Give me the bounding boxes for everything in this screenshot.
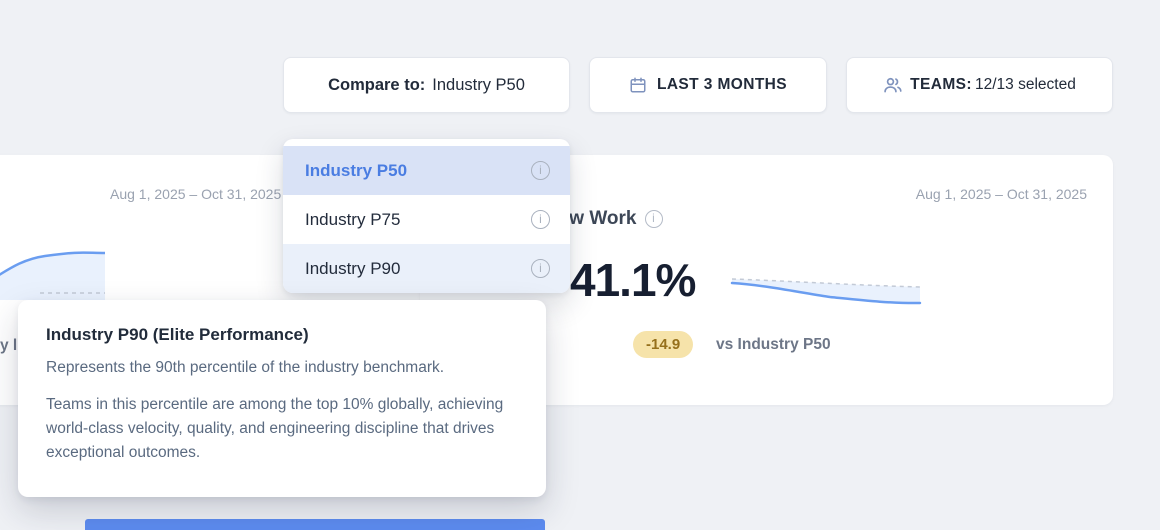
compare-to-value: Industry P50 <box>432 75 525 94</box>
info-icon[interactable]: i <box>531 161 550 180</box>
teams-icon <box>884 77 902 93</box>
sparkline-chart <box>730 278 922 305</box>
tooltip-title: Industry P90 (Elite Performance) <box>46 325 309 344</box>
date-range-label: Aug 1, 2025 – Oct 31, 2025 <box>110 186 282 202</box>
dropdown-item-label: Industry P50 <box>305 160 408 180</box>
metric-value: 41.1% <box>570 254 696 306</box>
dropdown-item-industry-p75[interactable]: Industry P75 i <box>283 195 570 244</box>
info-icon[interactable]: i <box>531 259 550 278</box>
dropdown-item-industry-p90[interactable]: Industry P90 i <box>283 244 570 293</box>
dropdown-item-label: Industry P75 <box>305 209 401 229</box>
compare-to-button[interactable]: Compare to: Industry P50 <box>283 57 570 113</box>
tooltip-subtitle: Represents the 90th percentile of the in… <box>46 359 445 376</box>
compare-to-label: Compare to: <box>328 75 426 94</box>
teams-value: 12/13 selected <box>974 76 1076 93</box>
info-icon[interactable]: i <box>531 210 550 229</box>
delta-badge: -14.9 <box>633 331 694 358</box>
tooltip-body: Teams in this percentile are among the t… <box>46 396 504 462</box>
bottom-blue-bar <box>85 519 545 530</box>
industry-p90-tooltip: Industry P90 (Elite Performance) Represe… <box>18 300 546 497</box>
compare-to-dropdown: Industry P50 i Industry P75 i Industry P… <box>283 139 570 293</box>
sparkline-chart <box>0 251 105 300</box>
partial-caption-text: y l <box>0 337 18 354</box>
dropdown-item-industry-p50[interactable]: Industry P50 i <box>283 146 570 195</box>
calendar-icon <box>630 77 646 93</box>
date-range-label: Aug 1, 2025 – Oct 31, 2025 <box>915 186 1087 202</box>
teams-filter-button[interactable]: TEAMS: 12/13 selected <box>846 57 1113 113</box>
teams-label: TEAMS: <box>910 76 972 93</box>
info-icon[interactable]: i <box>644 210 663 228</box>
date-range-button-label: LAST 3 MONTHS <box>656 76 788 93</box>
date-range-button[interactable]: LAST 3 MONTHS <box>589 57 827 113</box>
delta-caption: vs Industry P50 <box>716 336 831 353</box>
dropdown-item-label: Industry P90 <box>305 258 401 278</box>
